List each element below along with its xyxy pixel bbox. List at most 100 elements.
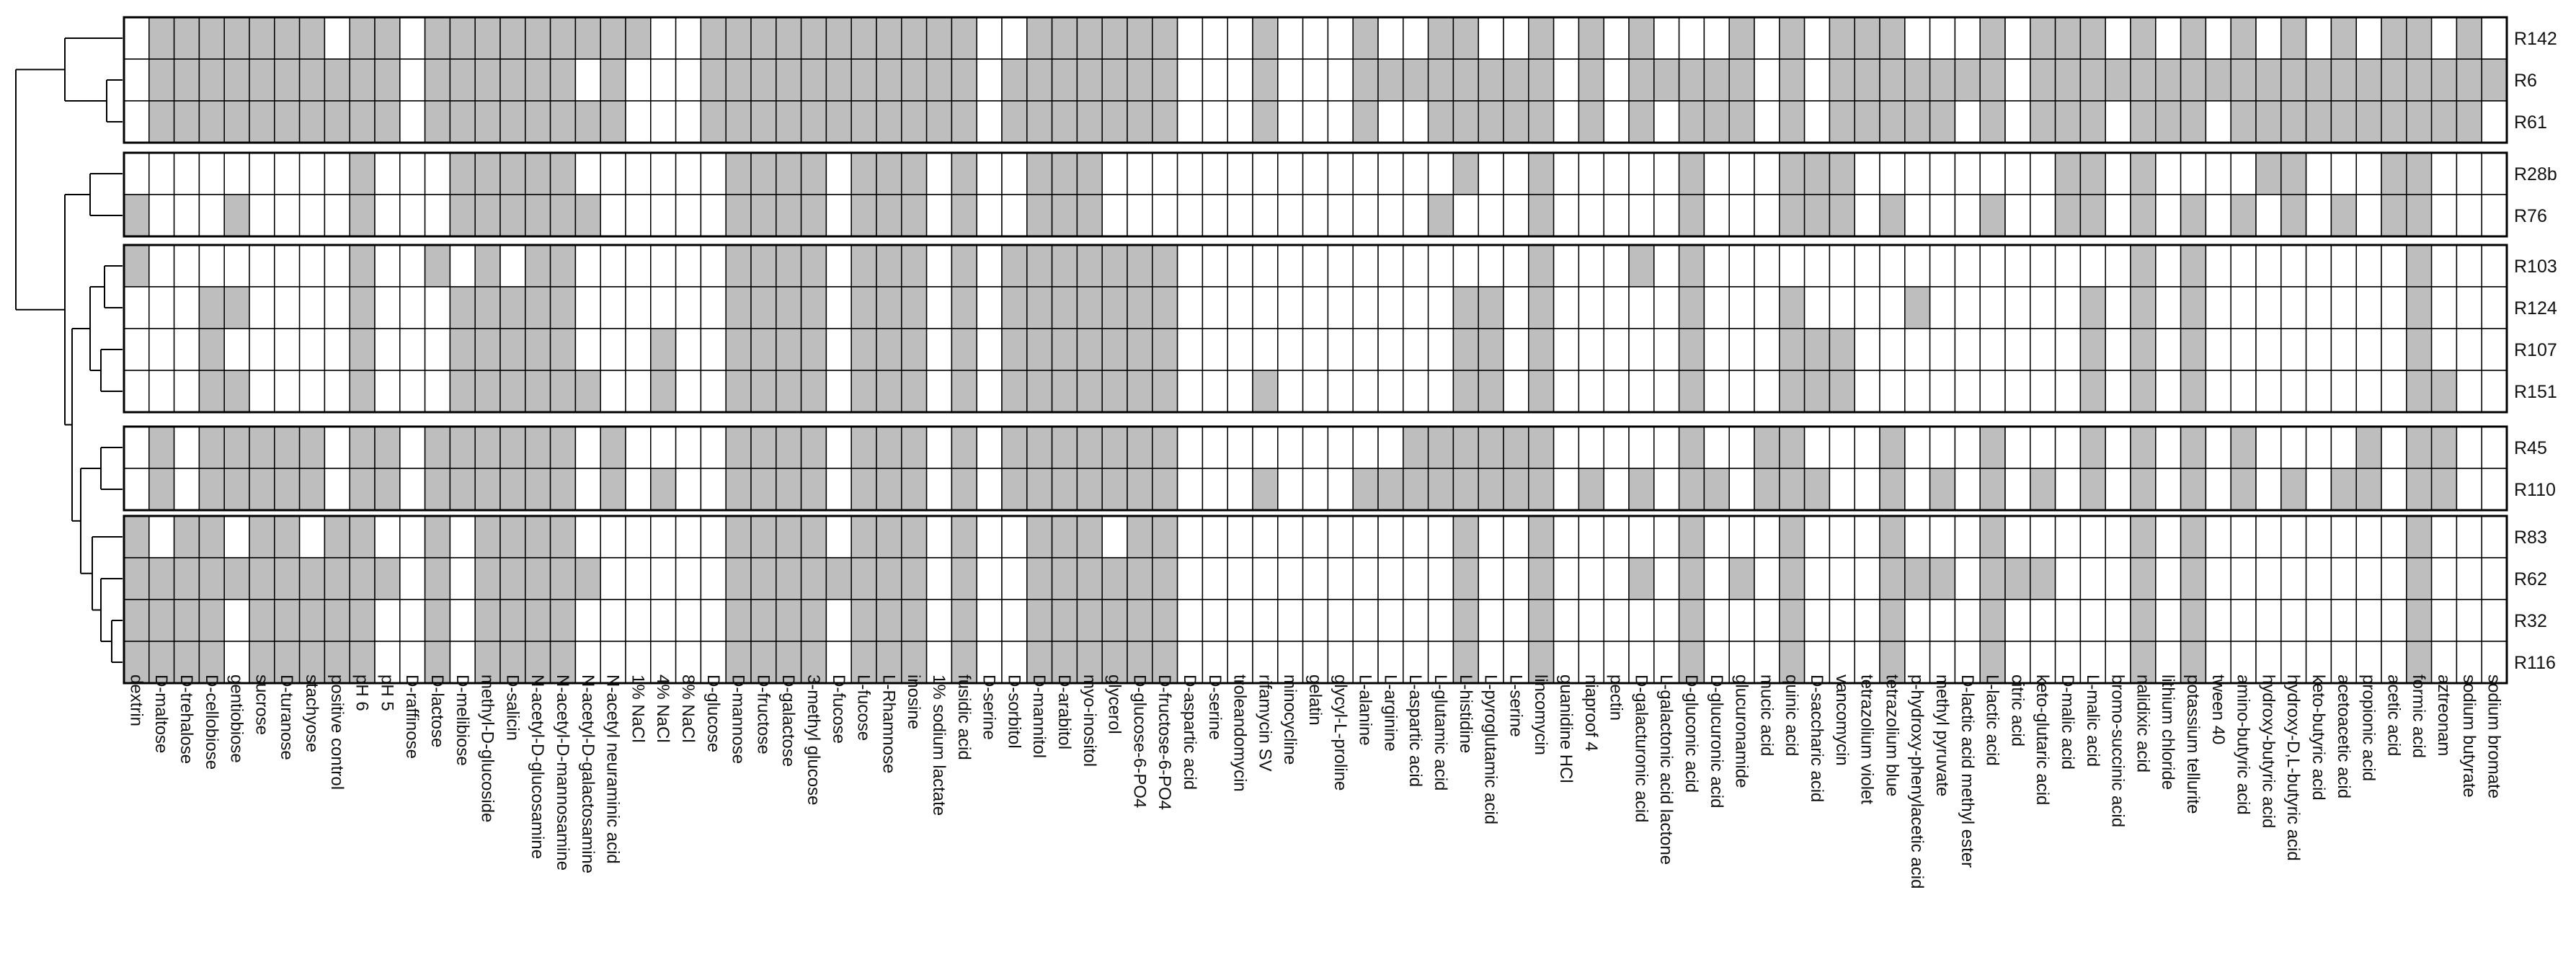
heatmap-cell-r62-82 xyxy=(2180,557,2207,600)
heatmap-cell-r45-56 xyxy=(1528,426,1555,469)
heatmap-cell-r62-68 xyxy=(1829,557,1855,600)
heatmap-cell-r124-24 xyxy=(725,286,752,329)
heatmap-cell-r107-75 xyxy=(2004,328,2031,371)
heatmap-cell-r103-35 xyxy=(1001,244,1028,288)
heatmap-cell-r116-2 xyxy=(173,641,200,684)
heatmap-cell-r62-61 xyxy=(1653,557,1680,600)
heatmap-cell-r45-83 xyxy=(2205,426,2231,469)
heatmap-cell-r142-61 xyxy=(1653,17,1680,60)
heatmap-cell-r124-89 xyxy=(2355,286,2382,329)
heatmap-cell-r62-50 xyxy=(1377,557,1404,600)
heatmap-cell-r83-66 xyxy=(1779,515,1806,558)
heatmap-cell-r32-18 xyxy=(574,599,601,642)
heatmap-cell-r76-75 xyxy=(2004,194,2031,237)
heatmap-cell-r61-71 xyxy=(1904,100,1931,143)
heatmap-cell-r62-85 xyxy=(2255,557,2282,600)
col-label-50: L-arginine xyxy=(1380,674,1400,752)
heatmap-cell-r142-46 xyxy=(1277,17,1304,60)
heatmap-cell-r45-61 xyxy=(1653,426,1680,469)
heatmap-cell-r76-85 xyxy=(2255,194,2282,237)
heatmap-cell-r83-52 xyxy=(1427,515,1454,558)
col-label-51: L-aspartic acid xyxy=(1405,674,1425,787)
heatmap-cell-r76-57 xyxy=(1553,194,1580,237)
heatmap-cell-r32-75 xyxy=(2004,599,2031,642)
heatmap-cell-r28b-90 xyxy=(2381,152,2407,195)
heatmap-cell-r83-82 xyxy=(2180,515,2207,558)
heatmap-cell-r62-92 xyxy=(2430,557,2458,600)
heatmap-cell-r142-81 xyxy=(2155,17,2182,60)
heatmap-cell-r76-82 xyxy=(2180,194,2207,237)
heatmap-cell-r6-45 xyxy=(1252,58,1279,102)
col-label-75: citric acid xyxy=(2007,674,2027,747)
heatmap-cell-r107-50 xyxy=(1377,328,1404,371)
heatmap-cell-r45-51 xyxy=(1403,426,1429,469)
heatmap-cell-r61-10 xyxy=(374,100,401,143)
heatmap-cell-r76-64 xyxy=(1728,194,1755,237)
heatmap-cell-r103-27 xyxy=(800,244,827,288)
heatmap-cell-r32-51 xyxy=(1403,599,1429,642)
heatmap-cell-r124-36 xyxy=(1026,286,1053,329)
heatmap-cell-r61-66 xyxy=(1779,100,1806,143)
heatmap-cell-r124-19 xyxy=(600,286,626,329)
heatmap-cell-r83-88 xyxy=(2330,515,2357,558)
heatmap-cell-r124-16 xyxy=(525,286,551,329)
heatmap-cell-r103-29 xyxy=(850,244,877,288)
heatmap-cell-r62-77 xyxy=(2054,557,2082,600)
heatmap-cell-r45-91 xyxy=(2406,426,2433,469)
heatmap-cell-r45-47 xyxy=(1302,426,1329,469)
heatmap-cell-r61-62 xyxy=(1678,100,1705,143)
heatmap-cell-r142-51 xyxy=(1403,17,1429,60)
heatmap-cell-r61-50 xyxy=(1377,100,1404,143)
heatmap-cell-r110-60 xyxy=(1628,468,1655,511)
heatmap-cell-r107-57 xyxy=(1553,328,1580,371)
heatmap-cell-r107-63 xyxy=(1703,328,1730,371)
heatmap-cell-r151-69 xyxy=(1854,370,1880,413)
heatmap-cell-r103-90 xyxy=(2381,244,2407,288)
heatmap-cell-r32-83 xyxy=(2205,599,2231,642)
heatmap-cell-r107-61 xyxy=(1653,328,1680,371)
heatmap-cell-r110-90 xyxy=(2381,468,2407,511)
heatmap-cell-r116-34 xyxy=(976,641,1003,684)
col-label-29: L-fucose xyxy=(854,674,874,741)
heatmap-panels xyxy=(123,16,2508,685)
heatmap-cell-r76-59 xyxy=(1603,194,1630,237)
col-label-66: quinic acid xyxy=(1782,674,1801,756)
heatmap-cell-r103-82 xyxy=(2180,244,2207,288)
heatmap-cell-r110-22 xyxy=(675,468,702,511)
heatmap-cell-r124-42 xyxy=(1176,286,1204,329)
heatmap-cell-r83-70 xyxy=(1879,515,1906,558)
heatmap-cell-r45-18 xyxy=(574,426,601,469)
heatmap-cell-r142-64 xyxy=(1728,17,1755,60)
heatmap-cell-r76-36 xyxy=(1026,194,1053,237)
heatmap-cell-r142-70 xyxy=(1879,17,1906,60)
heatmap-cell-r151-57 xyxy=(1553,370,1580,413)
heatmap-cell-r6-73 xyxy=(1954,58,1981,102)
heatmap-cell-r151-45 xyxy=(1252,370,1279,413)
heatmap-cell-r32-67 xyxy=(1803,599,1831,642)
heatmap-cell-r28b-75 xyxy=(2004,152,2031,195)
heatmap-cell-r45-59 xyxy=(1603,426,1630,469)
heatmap-cell-r151-11 xyxy=(399,370,426,413)
heatmap-cell-r76-46 xyxy=(1277,194,1304,237)
heatmap-cell-r76-47 xyxy=(1302,194,1329,237)
heatmap-cell-r76-27 xyxy=(800,194,827,237)
heatmap-cell-r151-75 xyxy=(2004,370,2031,413)
heatmap-cell-r107-49 xyxy=(1352,328,1379,371)
heatmap-cell-r142-83 xyxy=(2205,17,2231,60)
heatmap-cell-r32-49 xyxy=(1352,599,1379,642)
heatmap-cell-r107-70 xyxy=(1879,328,1906,371)
heatmap-cell-r116-11 xyxy=(399,641,426,684)
heatmap-cell-r32-56 xyxy=(1528,599,1555,642)
heatmap-cell-r83-15 xyxy=(499,515,526,558)
heatmap-cell-r62-63 xyxy=(1703,557,1730,600)
heatmap-cell-r116-53 xyxy=(1452,641,1479,684)
heatmap-cell-r124-47 xyxy=(1302,286,1329,329)
heatmap-cell-r116-77 xyxy=(2054,641,2082,684)
heatmap-cell-r151-81 xyxy=(2155,370,2182,413)
heatmap-cell-r76-23 xyxy=(700,194,727,237)
heatmap-cell-r32-16 xyxy=(525,599,551,642)
heatmap-cell-r6-84 xyxy=(2230,58,2257,102)
col-label-58: niaproof 4 xyxy=(1581,674,1601,752)
heatmap-cell-r110-3 xyxy=(198,468,225,511)
heatmap-cell-r103-69 xyxy=(1854,244,1880,288)
